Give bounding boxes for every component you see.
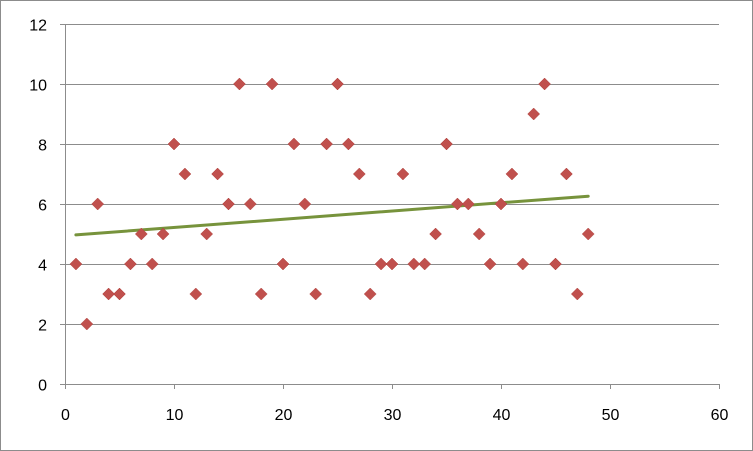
data-point-10 <box>167 137 181 151</box>
data-point-39 <box>483 257 497 271</box>
data-point-33 <box>418 257 432 271</box>
data-point-17 <box>243 197 257 211</box>
y-tick-label-8: 8 <box>38 138 47 155</box>
x-tick-label-30: 30 <box>384 407 402 424</box>
data-point-2 <box>80 317 94 331</box>
x-tick-label-10: 10 <box>166 407 184 424</box>
y-tick-label-6: 6 <box>38 198 47 215</box>
data-point-45 <box>549 257 562 271</box>
axes <box>60 24 720 389</box>
data-point-24 <box>320 137 333 151</box>
data-point-14 <box>211 167 224 181</box>
data-point-43 <box>527 107 541 121</box>
y-axis-tick-labels: 0 2 4 6 8 10 12 <box>29 18 47 395</box>
data-point-47 <box>570 287 584 301</box>
data-point-23 <box>309 287 323 301</box>
x-axis-tick-labels: 0 10 20 30 40 50 60 <box>61 407 728 424</box>
data-point-22 <box>298 197 312 211</box>
data-point-35 <box>440 137 453 151</box>
data-point-32 <box>407 257 421 271</box>
y-tick-label-10: 10 <box>29 78 47 95</box>
data-point-8 <box>145 257 159 271</box>
data-point-40 <box>494 197 508 211</box>
trendline-linear <box>74 194 590 237</box>
trendline <box>74 194 590 237</box>
data-point-42 <box>516 257 530 271</box>
data-point-9 <box>156 227 170 241</box>
data-point-7 <box>134 227 148 241</box>
data-point-18 <box>254 287 268 301</box>
data-points <box>69 77 595 331</box>
data-point-15 <box>222 197 235 211</box>
data-point-34 <box>429 227 442 241</box>
data-point-16 <box>233 77 246 91</box>
data-point-27 <box>352 167 366 181</box>
data-point-28 <box>363 287 377 301</box>
data-point-25 <box>331 77 344 91</box>
data-point-5 <box>113 287 126 301</box>
y-tick-label-4: 4 <box>38 258 47 275</box>
data-point-20 <box>276 257 290 271</box>
data-point-41 <box>505 167 519 181</box>
data-point-12 <box>189 287 203 301</box>
x-tick-label-40: 40 <box>493 407 511 424</box>
data-point-31 <box>396 167 410 181</box>
data-point-29 <box>374 257 388 271</box>
x-tick-label-50: 50 <box>602 407 620 424</box>
data-point-38 <box>472 227 486 241</box>
gridlines <box>65 24 719 325</box>
data-point-11 <box>178 167 192 181</box>
data-point-37 <box>461 197 475 211</box>
data-point-19 <box>265 77 279 91</box>
data-point-36 <box>451 197 464 211</box>
data-point-26 <box>342 137 355 151</box>
x-tick-label-60: 60 <box>711 407 729 424</box>
data-point-1 <box>69 257 83 271</box>
data-point-44 <box>538 77 551 91</box>
data-point-30 <box>385 257 399 271</box>
x-tick-label-20: 20 <box>275 407 293 424</box>
data-point-4 <box>102 287 115 301</box>
data-point-6 <box>124 257 137 271</box>
data-point-21 <box>287 137 301 151</box>
data-point-48 <box>581 227 595 241</box>
data-point-46 <box>560 167 573 181</box>
x-tick-label-0: 0 <box>61 407 70 424</box>
y-tick-label-12: 12 <box>29 18 47 35</box>
y-tick-label-2: 2 <box>38 318 47 335</box>
data-point-13 <box>200 227 214 241</box>
y-tick-label-0: 0 <box>38 378 47 395</box>
data-point-3 <box>91 197 105 211</box>
